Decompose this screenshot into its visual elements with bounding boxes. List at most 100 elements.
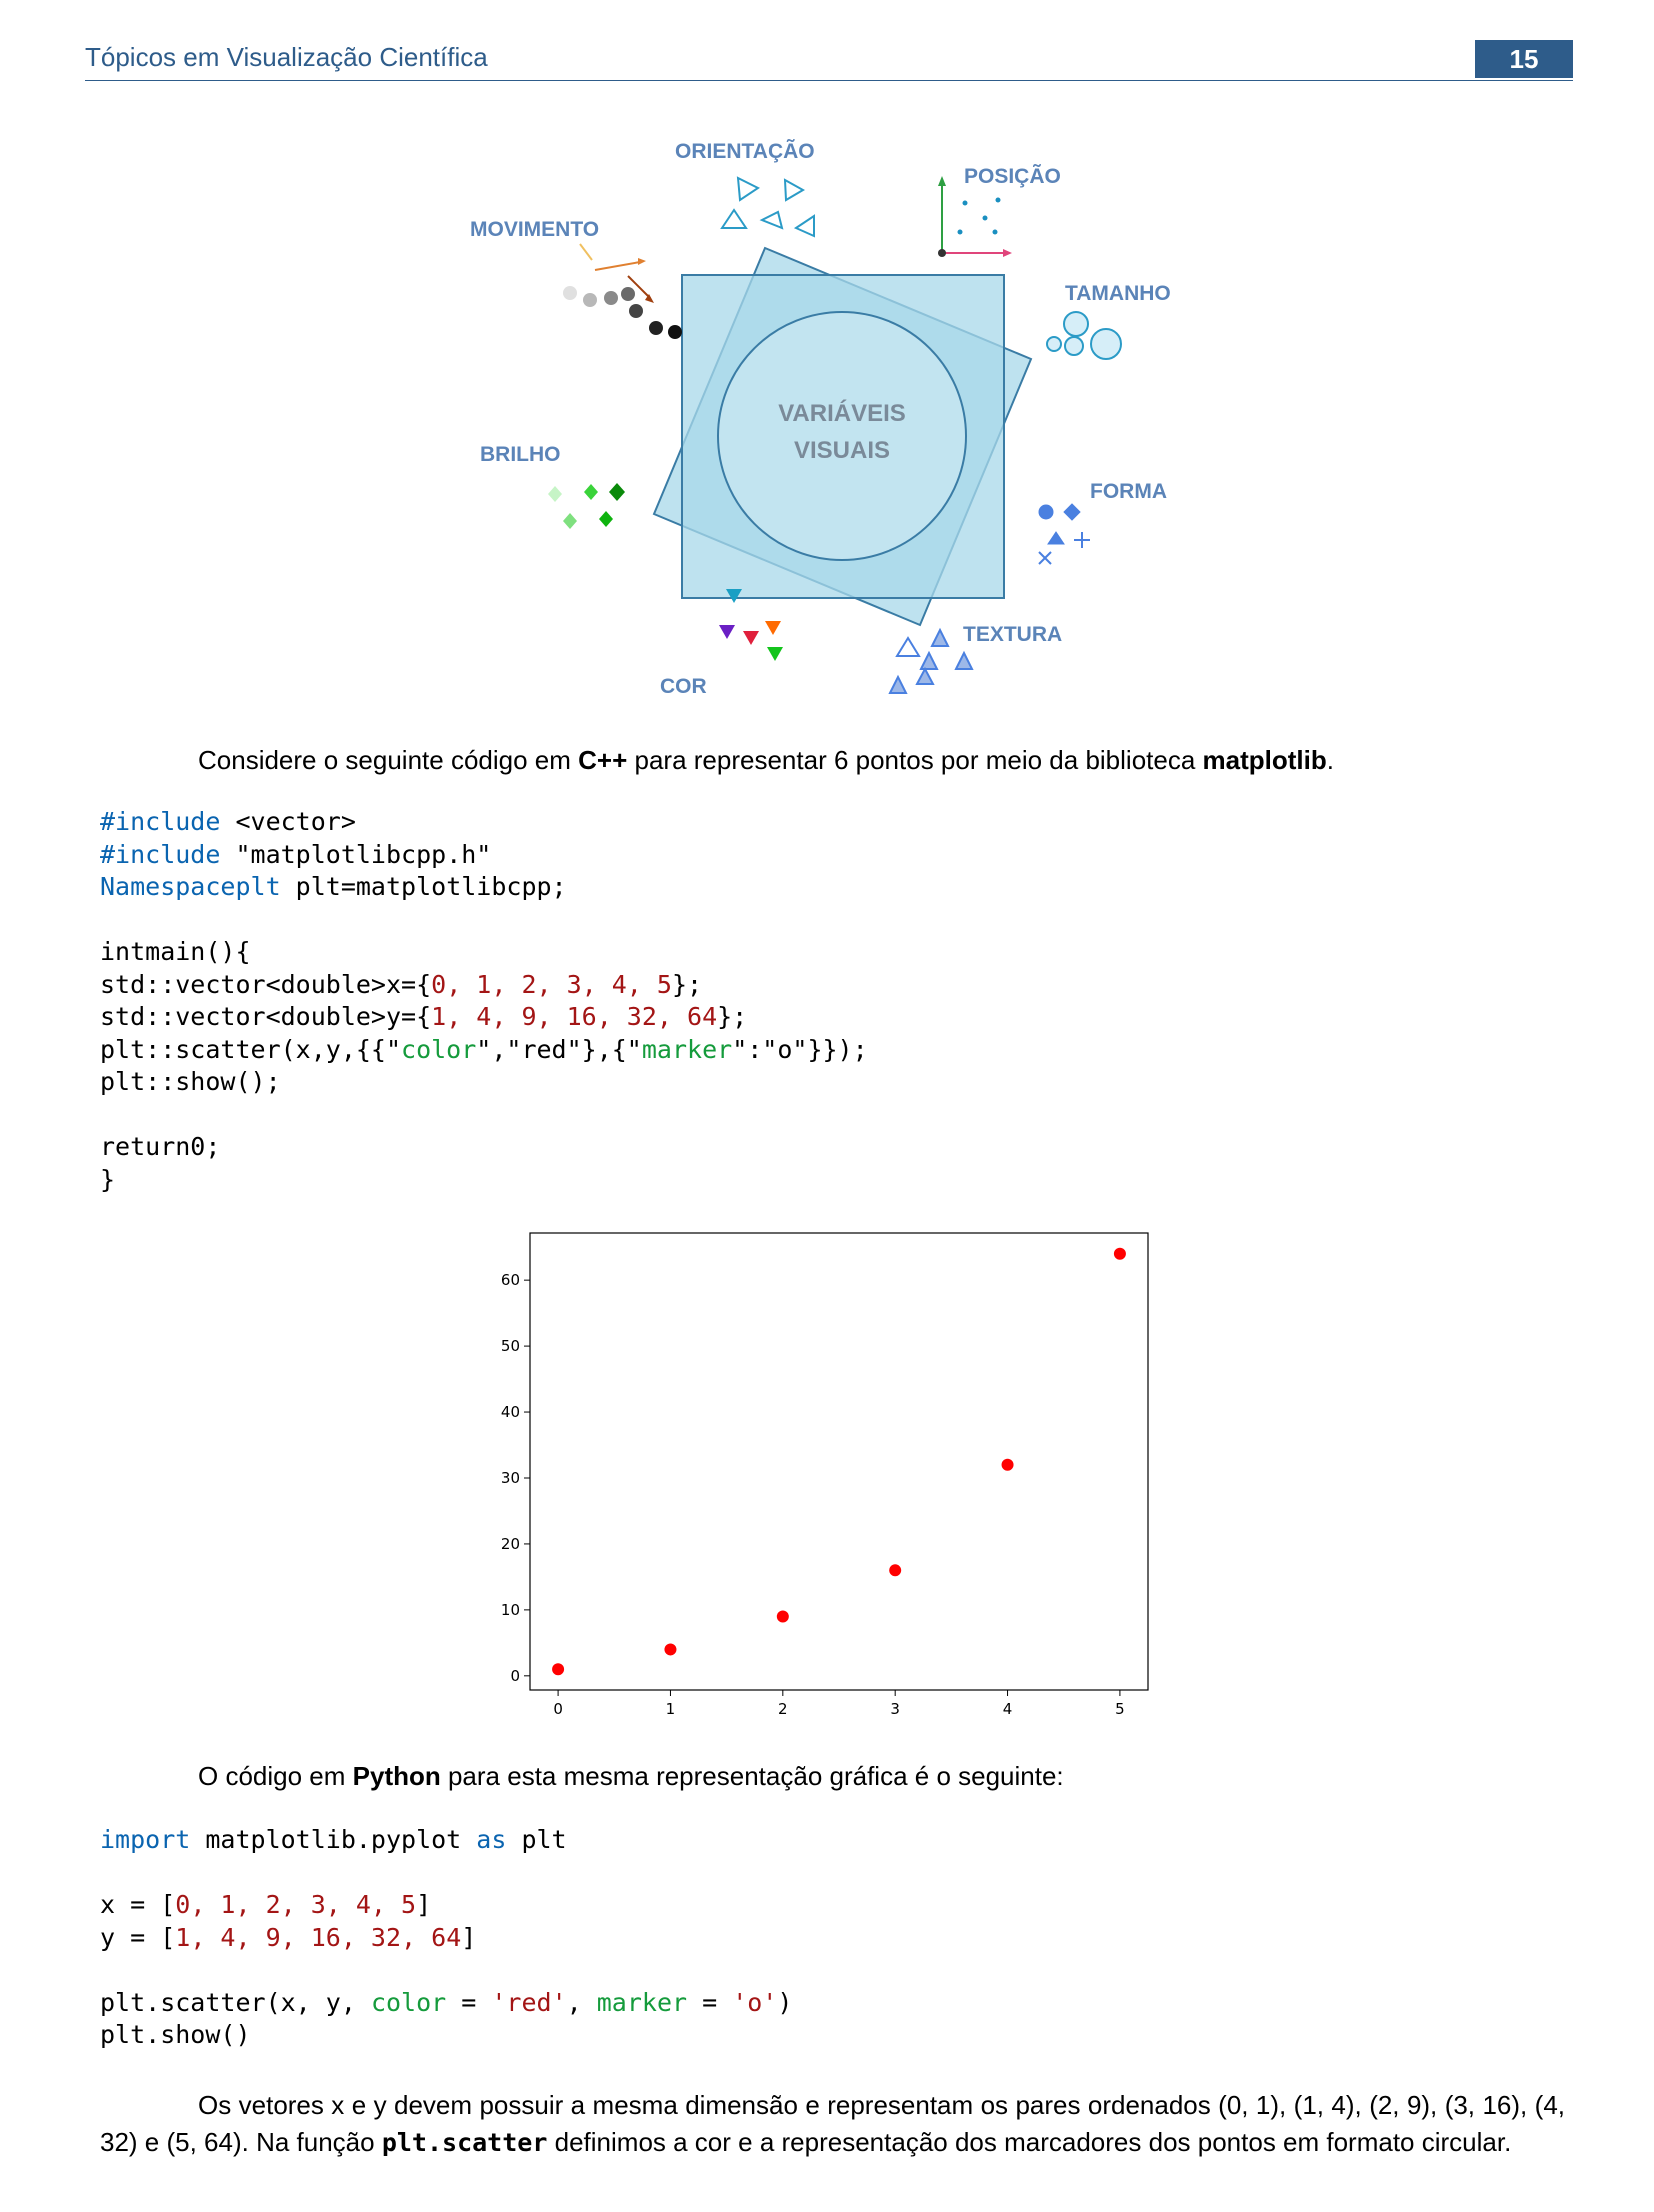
text-bold-python: Python bbox=[352, 1761, 441, 1791]
plot-frame bbox=[529, 1232, 1149, 1691]
page-number: 15 bbox=[1475, 40, 1573, 78]
x-tick-label: 4 bbox=[1003, 1700, 1013, 1718]
code-token: ] bbox=[461, 1922, 477, 1952]
scatter-point bbox=[1001, 1458, 1014, 1471]
x-tick-label: 0 bbox=[553, 1700, 563, 1718]
y-tick-label: 20 bbox=[501, 1535, 520, 1553]
scatter-point bbox=[776, 1610, 789, 1623]
code-token: return0; bbox=[100, 1132, 221, 1161]
visual-variables-diagram: VARIÁVEIS VISUAIS ORIENTAÇÃO POSIÇÃO TAM… bbox=[470, 140, 1171, 698]
code-token: #include bbox=[100, 839, 221, 869]
code-token: color bbox=[401, 1034, 477, 1064]
code-token: plt.scatter(x, y, bbox=[100, 1987, 371, 2017]
cpp-code-block: #include <vector> #include "matplotlibcp… bbox=[100, 806, 868, 1196]
code-token: 'red' bbox=[491, 1987, 567, 2017]
code-token: import bbox=[100, 1825, 191, 1854]
code-token: std::vector<double>y={ bbox=[100, 1002, 432, 1031]
header-title: Tópicos em Visualização Científica bbox=[85, 42, 488, 72]
code-token: <vector> bbox=[220, 807, 356, 836]
label-orientacao: ORIENTAÇÃO bbox=[675, 140, 815, 163]
shape-icon bbox=[1038, 503, 1090, 565]
code-token: matplotlib.pyplot bbox=[190, 1825, 477, 1854]
code-token: plt bbox=[506, 1825, 567, 1854]
scatter-point bbox=[1113, 1247, 1126, 1260]
code-token: }; bbox=[671, 969, 703, 999]
label-posicao: POSIÇÃO bbox=[964, 165, 1061, 188]
code-token: plt=matplotlibcpp; bbox=[280, 872, 567, 901]
code-token: 'o' bbox=[732, 1987, 778, 2017]
page-header: Tópicos em Visualização Científica 15 bbox=[85, 40, 1573, 81]
code-token: plt::show(); bbox=[100, 1067, 281, 1096]
paragraph-intro-python: O código em Python para esta mesma repre… bbox=[100, 1758, 1565, 1795]
paragraph-intro-cpp: Considere o seguinte código em C++ para … bbox=[100, 742, 1565, 779]
x-tick-label: 2 bbox=[778, 1700, 788, 1718]
center-label-2: VISUAIS bbox=[794, 437, 890, 464]
code-token: intmain(){ bbox=[100, 937, 251, 966]
text: O código em bbox=[198, 1761, 353, 1791]
text: definimos a cor e a representação dos ma… bbox=[547, 2127, 1512, 2157]
code-token: std::vector<double>x={ bbox=[100, 969, 432, 999]
scatter-point bbox=[552, 1663, 565, 1676]
code-token: color bbox=[370, 1987, 447, 2017]
size-icon bbox=[1046, 311, 1122, 360]
y-tick-label: 50 bbox=[501, 1337, 520, 1355]
text: para esta mesma representação gráfica é … bbox=[440, 1761, 1064, 1791]
code-token: marker bbox=[641, 1034, 733, 1064]
label-brilho: BRILHO bbox=[480, 443, 561, 466]
code-token: ) bbox=[777, 1987, 793, 2017]
code-token: = bbox=[687, 1987, 733, 2017]
code-token: ] bbox=[416, 1890, 432, 1919]
code-token: marker bbox=[596, 1987, 688, 2017]
y-tick-label: 30 bbox=[501, 1469, 520, 1487]
paragraph-explanation: Os vetores x e y devem possuir a mesma d… bbox=[100, 2087, 1565, 2161]
text-code-scatter: plt.scatter bbox=[381, 2128, 548, 2157]
y-tick-label: 60 bbox=[501, 1271, 520, 1289]
label-tamanho: TAMANHO bbox=[1065, 282, 1171, 305]
x-tick-label: 3 bbox=[890, 1700, 900, 1718]
code-token: }; bbox=[717, 1002, 748, 1031]
code-token: 0, 1, 2, 3, 4, 5 bbox=[175, 1890, 417, 1919]
code-token: } bbox=[100, 1164, 116, 1194]
label-cor: COR bbox=[660, 675, 707, 698]
code-token: ","red"},{" bbox=[476, 1034, 642, 1064]
movement-icon bbox=[563, 243, 682, 339]
python-code-block: import matplotlib.pyplot as plt x = [0, … bbox=[100, 1824, 792, 2052]
code-token: 1, 4, 9, 16, 32, 64 bbox=[175, 1922, 462, 1952]
text-bold-cpp: C++ bbox=[578, 745, 628, 775]
code-token: 0, 1, 2, 3, 4, 5 bbox=[431, 969, 672, 999]
label-movimento: MOVIMENTO bbox=[470, 218, 599, 241]
code-token: #include bbox=[100, 807, 221, 836]
text: Considere o seguinte código em bbox=[198, 745, 579, 775]
code-token: x = [ bbox=[100, 1890, 176, 1919]
text: . bbox=[1326, 745, 1334, 775]
code-token: plt.show() bbox=[100, 2020, 251, 2049]
code-token: Namespaceplt bbox=[100, 872, 281, 901]
code-token: as bbox=[476, 1825, 507, 1854]
text: para representar 6 pontos por meio da bi… bbox=[627, 745, 1203, 775]
scatter-point bbox=[889, 1564, 902, 1577]
orientation-icons bbox=[720, 176, 815, 238]
center-circle bbox=[717, 311, 967, 561]
code-token: plt::scatter(x,y,{{" bbox=[100, 1034, 402, 1064]
center-label-1: VARIÁVEIS bbox=[778, 399, 906, 427]
x-tick-label: 5 bbox=[1115, 1700, 1125, 1718]
text-bold-matplotlib: matplotlib bbox=[1202, 745, 1327, 775]
color-icon bbox=[719, 589, 783, 661]
label-textura: TEXTURA bbox=[963, 623, 1062, 646]
label-forma: FORMA bbox=[1090, 480, 1167, 503]
y-tick-label: 40 bbox=[501, 1403, 520, 1421]
text: Os vetores x e y devem possuir a mesma d… bbox=[100, 2090, 1565, 2157]
x-tick-label: 1 bbox=[666, 1700, 676, 1718]
scatter-point bbox=[664, 1643, 677, 1656]
code-token: ":"o"}}); bbox=[732, 1034, 868, 1064]
y-tick-label: 10 bbox=[501, 1601, 520, 1619]
code-token: "matplotlibcpp.h" bbox=[220, 839, 492, 869]
brightness-icon bbox=[548, 483, 625, 529]
position-icon bbox=[938, 176, 1012, 257]
code-token: y = [ bbox=[100, 1922, 176, 1952]
code-token: = bbox=[446, 1987, 492, 2017]
code-token: , bbox=[566, 1987, 597, 2017]
y-tick-label: 0 bbox=[510, 1667, 520, 1685]
code-token: 1, 4, 9, 16, 32, 64 bbox=[431, 1002, 718, 1031]
